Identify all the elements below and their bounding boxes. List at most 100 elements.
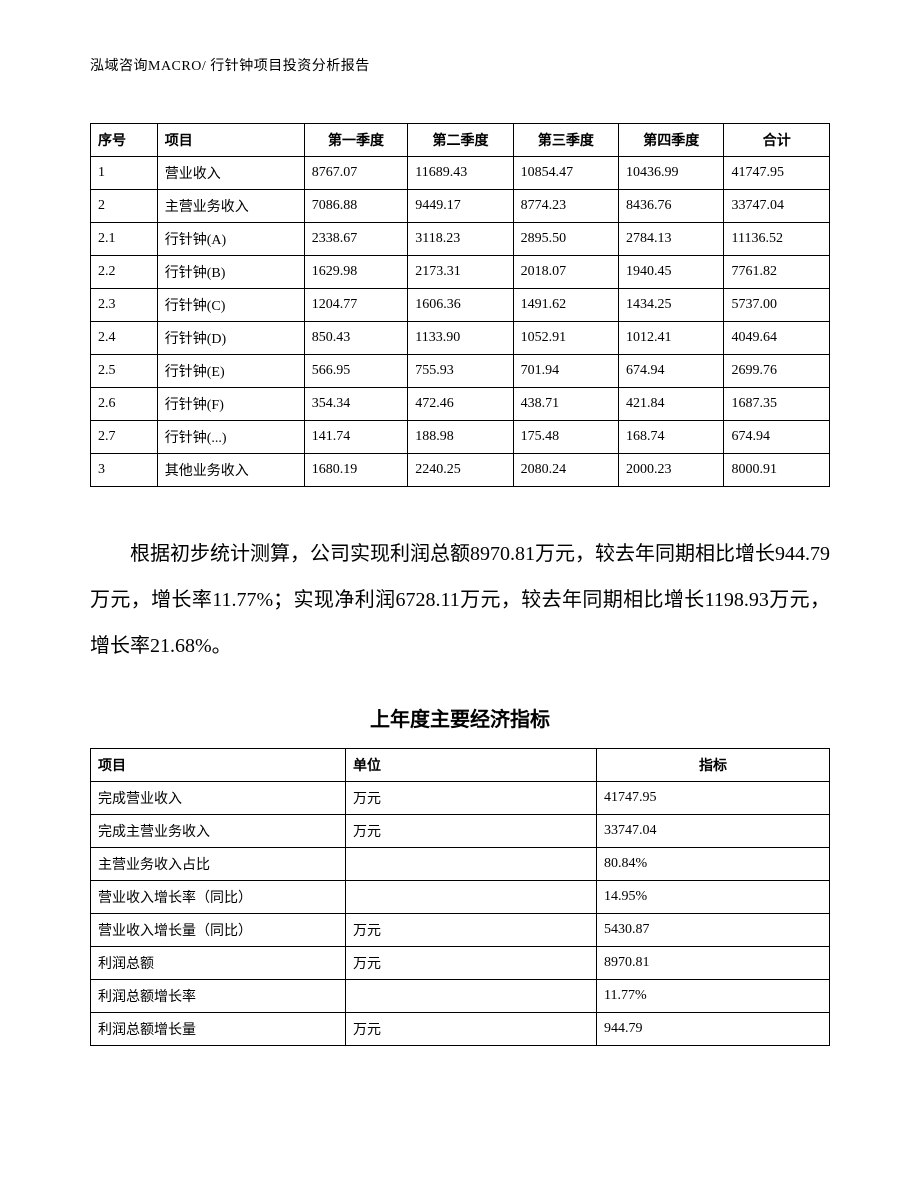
col-header: 项目 bbox=[157, 124, 304, 157]
cell: 944.79 bbox=[597, 1013, 830, 1046]
table-row: 2.3 行针钟(C) 1204.77 1606.36 1491.62 1434.… bbox=[91, 289, 830, 322]
cell: 行针钟(B) bbox=[157, 256, 304, 289]
cell: 行针钟(...) bbox=[157, 421, 304, 454]
table-row: 2.6 行针钟(F) 354.34 472.46 438.71 421.84 1… bbox=[91, 388, 830, 421]
table-row: 完成主营业务收入 万元 33747.04 bbox=[91, 815, 830, 848]
cell: 10854.47 bbox=[513, 157, 618, 190]
cell: 营业收入增长率（同比） bbox=[91, 881, 346, 914]
cell: 1204.77 bbox=[304, 289, 408, 322]
table-row: 2.2 行针钟(B) 1629.98 2173.31 2018.07 1940.… bbox=[91, 256, 830, 289]
cell: 2.3 bbox=[91, 289, 158, 322]
cell: 1940.45 bbox=[619, 256, 724, 289]
col-header: 合计 bbox=[724, 124, 830, 157]
cell: 主营业务收入占比 bbox=[91, 848, 346, 881]
cell: 2 bbox=[91, 190, 158, 223]
table-row: 3 其他业务收入 1680.19 2240.25 2080.24 2000.23… bbox=[91, 454, 830, 487]
cell: 674.94 bbox=[619, 355, 724, 388]
cell: 438.71 bbox=[513, 388, 618, 421]
cell: 8767.07 bbox=[304, 157, 408, 190]
table-row: 2 主营业务收入 7086.88 9449.17 8774.23 8436.76… bbox=[91, 190, 830, 223]
cell: 万元 bbox=[346, 815, 597, 848]
cell: 33747.04 bbox=[724, 190, 830, 223]
cell: 11689.43 bbox=[408, 157, 513, 190]
cell: 1133.90 bbox=[408, 322, 513, 355]
cell: 566.95 bbox=[304, 355, 408, 388]
cell: 完成营业收入 bbox=[91, 782, 346, 815]
cell: 2.7 bbox=[91, 421, 158, 454]
cell: 9449.17 bbox=[408, 190, 513, 223]
cell: 2080.24 bbox=[513, 454, 618, 487]
col-header: 项目 bbox=[91, 749, 346, 782]
cell: 850.43 bbox=[304, 322, 408, 355]
col-header: 第一季度 bbox=[304, 124, 408, 157]
section-subtitle: 上年度主要经济指标 bbox=[90, 703, 830, 732]
cell: 万元 bbox=[346, 1013, 597, 1046]
table-row: 2.5 行针钟(E) 566.95 755.93 701.94 674.94 2… bbox=[91, 355, 830, 388]
table-row: 1 营业收入 8767.07 11689.43 10854.47 10436.9… bbox=[91, 157, 830, 190]
table-row: 2.7 行针钟(...) 141.74 188.98 175.48 168.74… bbox=[91, 421, 830, 454]
col-header: 单位 bbox=[346, 749, 597, 782]
table-row: 主营业务收入占比 80.84% bbox=[91, 848, 830, 881]
cell: 2000.23 bbox=[619, 454, 724, 487]
cell: 万元 bbox=[346, 782, 597, 815]
cell: 8000.91 bbox=[724, 454, 830, 487]
cell: 完成主营业务收入 bbox=[91, 815, 346, 848]
cell: 188.98 bbox=[408, 421, 513, 454]
cell: 5737.00 bbox=[724, 289, 830, 322]
cell: 8970.81 bbox=[597, 947, 830, 980]
cell: 2895.50 bbox=[513, 223, 618, 256]
cell: 行针钟(D) bbox=[157, 322, 304, 355]
cell: 1687.35 bbox=[724, 388, 830, 421]
cell: 主营业务收入 bbox=[157, 190, 304, 223]
cell: 4049.64 bbox=[724, 322, 830, 355]
col-header: 第三季度 bbox=[513, 124, 618, 157]
cell: 利润总额 bbox=[91, 947, 346, 980]
cell: 2338.67 bbox=[304, 223, 408, 256]
table-header-row: 序号 项目 第一季度 第二季度 第三季度 第四季度 合计 bbox=[91, 124, 830, 157]
cell: 8436.76 bbox=[619, 190, 724, 223]
col-header: 第四季度 bbox=[619, 124, 724, 157]
cell: 7761.82 bbox=[724, 256, 830, 289]
cell: 2699.76 bbox=[724, 355, 830, 388]
cell: 8774.23 bbox=[513, 190, 618, 223]
cell: 利润总额增长率 bbox=[91, 980, 346, 1013]
cell: 7086.88 bbox=[304, 190, 408, 223]
cell: 1606.36 bbox=[408, 289, 513, 322]
cell: 2240.25 bbox=[408, 454, 513, 487]
col-header: 第二季度 bbox=[408, 124, 513, 157]
cell: 472.46 bbox=[408, 388, 513, 421]
cell: 万元 bbox=[346, 947, 597, 980]
cell: 2.2 bbox=[91, 256, 158, 289]
cell: 1012.41 bbox=[619, 322, 724, 355]
table-row: 利润总额增长量 万元 944.79 bbox=[91, 1013, 830, 1046]
economic-indicators-table: 项目 单位 指标 完成营业收入 万元 41747.95 完成主营业务收入 万元 … bbox=[90, 748, 830, 1046]
cell: 2784.13 bbox=[619, 223, 724, 256]
cell: 421.84 bbox=[619, 388, 724, 421]
cell: 5430.87 bbox=[597, 914, 830, 947]
cell: 1629.98 bbox=[304, 256, 408, 289]
document-page: 泓域咨询MACRO/ 行针钟项目投资分析报告 序号 项目 第一季度 第二季度 第… bbox=[0, 0, 920, 1191]
cell: 168.74 bbox=[619, 421, 724, 454]
cell: 33747.04 bbox=[597, 815, 830, 848]
cell: 1491.62 bbox=[513, 289, 618, 322]
cell: 营业收入增长量（同比） bbox=[91, 914, 346, 947]
cell bbox=[346, 848, 597, 881]
table-row: 利润总额增长率 11.77% bbox=[91, 980, 830, 1013]
summary-paragraph: 根据初步统计测算，公司实现利润总额8970.81万元，较去年同期相比增长944.… bbox=[90, 531, 830, 669]
cell: 354.34 bbox=[304, 388, 408, 421]
cell: 80.84% bbox=[597, 848, 830, 881]
cell bbox=[346, 980, 597, 1013]
table-row: 2.4 行针钟(D) 850.43 1133.90 1052.91 1012.4… bbox=[91, 322, 830, 355]
cell: 41747.95 bbox=[597, 782, 830, 815]
cell: 674.94 bbox=[724, 421, 830, 454]
col-header: 序号 bbox=[91, 124, 158, 157]
cell: 11136.52 bbox=[724, 223, 830, 256]
cell: 755.93 bbox=[408, 355, 513, 388]
cell: 1 bbox=[91, 157, 158, 190]
table-row: 利润总额 万元 8970.81 bbox=[91, 947, 830, 980]
table-header-row: 项目 单位 指标 bbox=[91, 749, 830, 782]
cell: 2018.07 bbox=[513, 256, 618, 289]
cell bbox=[346, 881, 597, 914]
cell: 3118.23 bbox=[408, 223, 513, 256]
page-header: 泓域咨询MACRO/ 行针钟项目投资分析报告 bbox=[90, 55, 830, 75]
